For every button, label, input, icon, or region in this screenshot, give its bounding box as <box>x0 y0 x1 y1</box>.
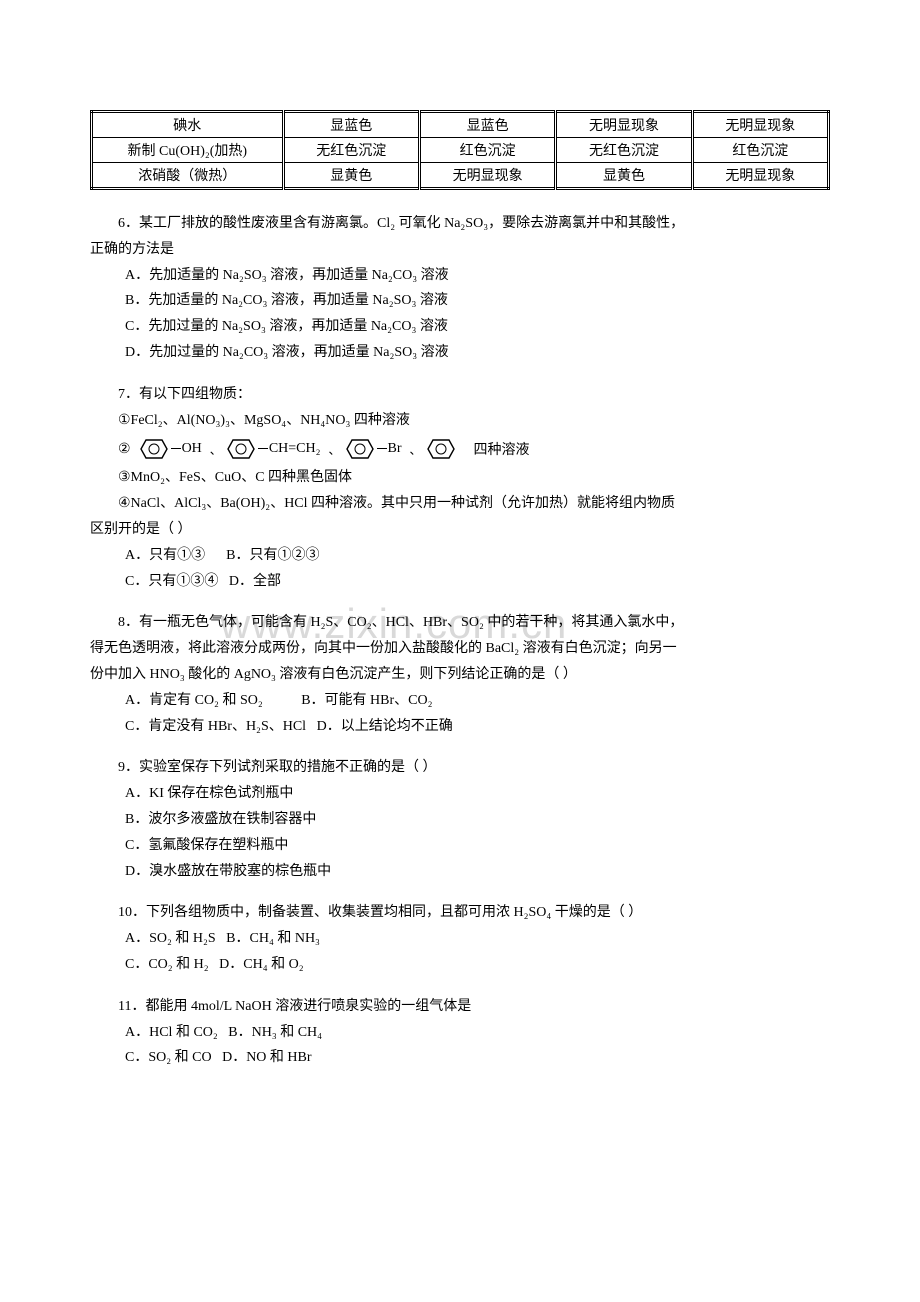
benzene-oh: OH <box>137 436 202 462</box>
table-cell: 显黄色 <box>556 163 692 189</box>
q6-option-a: A．先加适量的 Na₂SO₃ 溶液，再加适量 Na₂CO₃ 溶液 <box>90 264 830 288</box>
bond-icon <box>377 448 387 449</box>
q7-line2-prefix: ② <box>118 441 131 458</box>
separator-icon: 、 <box>410 441 422 458</box>
separator-icon: 、 <box>329 441 341 458</box>
q11-stem: 11．都能用 4mol/L NaOH 溶液进行喷泉实验的一组气体是 <box>90 995 830 1019</box>
page-content: 碘水 显蓝色 显蓝色 无明显现象 无明显现象 新制 Cu(OH)₂(加热) 无红… <box>0 0 920 1148</box>
table-cell: 无明显现象 <box>419 163 555 189</box>
q11-option-c: C．SO₂ 和 CO <box>125 1050 212 1065</box>
table-cell: 无明显现象 <box>692 112 828 138</box>
q8-option-b: B．可能有 HBr、CO₂ <box>301 693 432 708</box>
q10-option-a: A．SO₂ 和 H₂S <box>125 931 216 946</box>
hexagon-icon <box>426 436 456 462</box>
question-10: 10．下列各组物质中，制备装置、收集装置均相同，且都可用浓 H₂SO₄ 干燥的是… <box>90 901 830 976</box>
q9-option-d: D．溴水盛放在带胶塞的棕色瓶中 <box>90 860 830 884</box>
benzene-plain <box>424 436 458 462</box>
q6-option-d: D．先加过量的 Na₂CO₃ 溶液，再加适量 Na₂SO₃ 溶液 <box>90 341 830 365</box>
q10-option-d: D．CH₄ 和 O₂ <box>219 957 303 972</box>
q7-option-c: C．只有①③④ <box>125 574 218 589</box>
q7-options-ab: A．只有①③ B．只有①②③ <box>90 544 830 568</box>
q10-options-cd: C．CO₂ 和 H₂ D．CH₄ 和 O₂ <box>90 953 830 977</box>
table-row: 新制 Cu(OH)₂(加热) 无红色沉淀 红色沉淀 无红色沉淀 红色沉淀 <box>92 138 829 163</box>
q7-stem: 7．有以下四组物质： <box>90 383 830 407</box>
q7-line3: ③MnO₂、FeS、CuO、C 四种黑色固体 <box>90 466 830 490</box>
bond-icon <box>258 448 268 449</box>
table-cell: 红色沉淀 <box>419 138 555 163</box>
q11-options-cd: C．SO₂ 和 CO D．NO 和 HBr <box>90 1046 830 1070</box>
table-cell: 新制 Cu(OH)₂(加热) <box>92 138 284 163</box>
separator-icon: 、 <box>210 441 222 458</box>
benzene-br: Br <box>343 436 402 462</box>
q7-options-cd: C．只有①③④ D．全部 <box>90 570 830 594</box>
q11-option-d: D．NO 和 HBr <box>222 1050 311 1065</box>
hexagon-icon <box>226 436 256 462</box>
q8-option-c: C．肯定没有 HBr、H₂S、HCl <box>125 719 306 734</box>
q9-option-c: C．氢氟酸保存在塑料瓶中 <box>90 834 830 858</box>
q9-option-b: B．波尔多液盛放在铁制容器中 <box>90 808 830 832</box>
q10-options-ab: A．SO₂ 和 H₂S B．CH₄ 和 NH₃ <box>90 927 830 951</box>
q7-line4a: ④NaCl、AlCl₃、Ba(OH)₂、HCl 四种溶液。其中只用一种试剂（允许… <box>90 492 830 516</box>
group-br-label: Br <box>388 441 402 457</box>
q6-option-b: B．先加适量的 Na₂CO₃ 溶液，再加适量 Na₂SO₃ 溶液 <box>90 289 830 313</box>
table-row: 浓硝酸（微热） 显黄色 无明显现象 显黄色 无明显现象 <box>92 163 829 189</box>
question-6: 6．某工厂排放的酸性废液里含有游离氯。Cl₂ 可氧化 Na₂SO₃，要除去游离氯… <box>90 212 830 365</box>
q10-option-c: C．CO₂ 和 H₂ <box>125 957 209 972</box>
q8-stem3: 份中加入 HNO₃ 酸化的 AgNO₃ 溶液有白色沉淀产生，则下列结论正确的是（… <box>90 663 830 687</box>
q8-options-ab: A．肯定有 CO₂ 和 SO₂ B．可能有 HBr、CO₂ <box>90 689 830 713</box>
q8-option-a: A．肯定有 CO₂ 和 SO₂ <box>125 693 263 708</box>
table-row: 碘水 显蓝色 显蓝色 无明显现象 无明显现象 <box>92 112 829 138</box>
q6-option-c: C．先加过量的 Na₂SO₃ 溶液，再加适量 Na₂CO₃ 溶液 <box>90 315 830 339</box>
q9-option-a: A．KI 保存在棕色试剂瓶中 <box>90 782 830 806</box>
table-cell: 碘水 <box>92 112 284 138</box>
q7-option-a: A．只有①③ <box>125 548 205 563</box>
hexagon-icon <box>345 436 375 462</box>
table-cell: 无红色沉淀 <box>556 138 692 163</box>
q8-options-cd: C．肯定没有 HBr、H₂S、HCl D．以上结论均不正确 <box>90 715 830 739</box>
q10-option-b: B．CH₄ 和 NH₃ <box>226 931 320 946</box>
table-cell: 红色沉淀 <box>692 138 828 163</box>
q6-stem-cont: 正确的方法是 <box>90 238 830 262</box>
question-8: 8．有一瓶无色气体，可能含有 H₂S、CO₂、HCl、HBr、SO₂ 中的若干种… <box>90 611 830 738</box>
question-7: 7．有以下四组物质： ①FeCl₂、Al(NO₃)₃、MgSO₄、NH₄NO₃ … <box>90 383 830 594</box>
bond-icon <box>171 448 181 449</box>
experiment-table: 碘水 显蓝色 显蓝色 无明显现象 无明显现象 新制 Cu(OH)₂(加热) 无红… <box>90 110 830 190</box>
table-cell: 无明显现象 <box>556 112 692 138</box>
table-cell: 显蓝色 <box>419 112 555 138</box>
group-chch2-label: CH=CH₂ <box>269 441 321 457</box>
q7-option-b: B．只有①②③ <box>226 548 319 563</box>
q6-stem: 6．某工厂排放的酸性废液里含有游离氯。Cl₂ 可氧化 Na₂SO₃，要除去游离氯… <box>90 212 830 236</box>
q11-option-a: A．HCl 和 CO₂ <box>125 1025 218 1040</box>
table-cell: 显蓝色 <box>283 112 419 138</box>
benzene-ch-ch2: CH=CH₂ <box>224 436 321 462</box>
hexagon-icon <box>139 436 169 462</box>
q11-options-ab: A．HCl 和 CO₂ B．NH₃ 和 CH₄ <box>90 1021 830 1045</box>
q10-stem: 10．下列各组物质中，制备装置、收集装置均相同，且都可用浓 H₂SO₄ 干燥的是… <box>90 901 830 925</box>
q7-line1: ①FeCl₂、Al(NO₃)₃、MgSO₄、NH₄NO₃ 四种溶液 <box>90 409 830 433</box>
q7-option-d: D．全部 <box>229 574 281 589</box>
q7-line2-suffix: 四种溶液 <box>474 439 530 459</box>
table-cell: 浓硝酸（微热） <box>92 163 284 189</box>
table-cell: 无明显现象 <box>692 163 828 189</box>
q7-structures-row: ② OH 、 CH=CH₂ 、 <box>118 436 830 462</box>
q9-stem: 9．实验室保存下列试剂采取的措施不正确的是（ ） <box>90 756 830 780</box>
question-11: 11．都能用 4mol/L NaOH 溶液进行喷泉实验的一组气体是 A．HCl … <box>90 995 830 1070</box>
q8-option-d: D．以上结论均不正确 <box>317 719 453 734</box>
table-cell: 显黄色 <box>283 163 419 189</box>
q11-option-b: B．NH₃ 和 CH₄ <box>228 1025 322 1040</box>
q7-line4b: 区别开的是（ ） <box>90 518 830 542</box>
q8-stem1: 8．有一瓶无色气体，可能含有 H₂S、CO₂、HCl、HBr、SO₂ 中的若干种… <box>90 611 830 635</box>
table-cell: 无红色沉淀 <box>283 138 419 163</box>
group-oh-label: OH <box>182 441 202 457</box>
q8-stem2: 得无色透明液，将此溶液分成两份，向其中一份加入盐酸酸化的 BaCl₂ 溶液有白色… <box>90 637 830 661</box>
question-9: 9．实验室保存下列试剂采取的措施不正确的是（ ） A．KI 保存在棕色试剂瓶中 … <box>90 756 830 883</box>
